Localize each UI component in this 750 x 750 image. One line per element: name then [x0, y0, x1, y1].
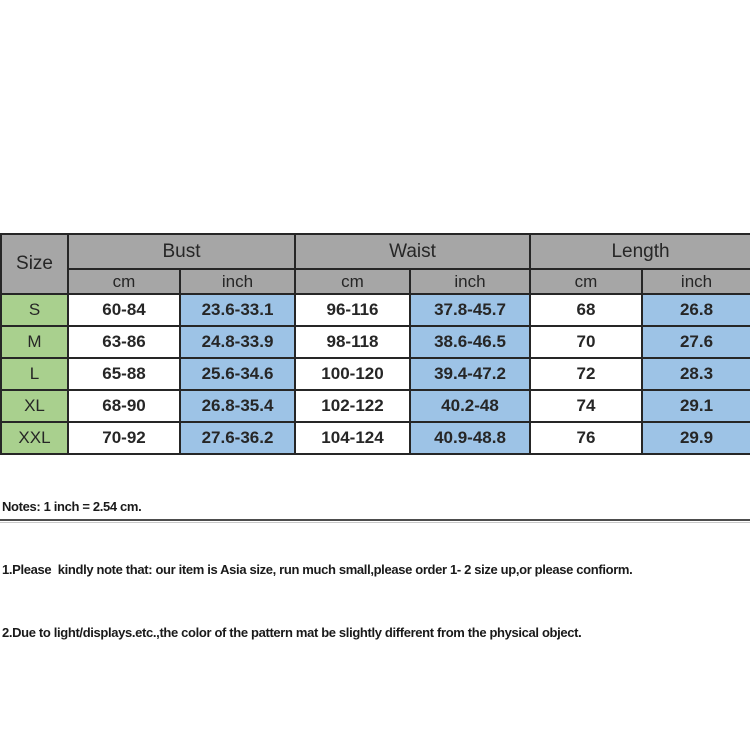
length-inch-cell: 27.6	[641, 325, 750, 359]
bust-cm-cell: 70-92	[67, 421, 181, 455]
note-header: Notes: 1 inch = 2.54 cm.	[2, 499, 142, 514]
length-cm-cell: 70	[529, 325, 644, 359]
header-bust: Bust	[67, 233, 296, 270]
bust-inch-cell: 25.6-34.6	[179, 357, 296, 391]
bust-cm-cell: 63-86	[67, 325, 181, 359]
bust-cm-cell: 68-90	[67, 389, 181, 423]
header-length-inch: inch	[641, 268, 750, 295]
header-length: Length	[529, 233, 750, 270]
waist-inch-cell: 37.8-45.7	[408, 293, 532, 327]
header-row-units: cm inch cm inch cm inch	[1, 268, 750, 295]
bust-inch-cell: 24.8-33.9	[179, 325, 296, 359]
table-row: XL 68-90 26.8-35.4 102-122 40.2-48 74 29…	[0, 389, 750, 423]
bottom-divider-shadow	[0, 522, 750, 523]
header-size: Size	[0, 233, 69, 295]
size-cell: S	[0, 293, 69, 327]
note-line-2: 2.Due to light/displays.etc.,the color o…	[2, 625, 582, 640]
size-cell: XXL	[0, 421, 69, 455]
waist-inch-cell: 39.4-47.2	[408, 357, 532, 391]
header-waist-cm: cm	[294, 268, 411, 295]
length-cm-cell: 74	[529, 389, 644, 423]
header-waist-inch: inch	[408, 268, 532, 295]
waist-cm-cell: 98-118	[294, 325, 411, 359]
waist-inch-cell: 40.9-48.8	[408, 421, 532, 455]
header-row-groups: Size Bust Waist Length	[0, 233, 750, 295]
length-inch-cell: 26.8	[641, 293, 750, 327]
length-cm-cell: 76	[529, 421, 644, 455]
bust-inch-cell: 23.6-33.1	[179, 293, 296, 327]
waist-cm-cell: 102-122	[294, 389, 411, 423]
waist-cm-cell: 104-124	[294, 421, 411, 455]
bust-inch-cell: 26.8-35.4	[179, 389, 296, 423]
size-cell: XL	[0, 389, 69, 423]
bust-cm-cell: 60-84	[67, 293, 181, 327]
length-cm-cell: 72	[529, 357, 644, 391]
length-inch-cell: 29.1	[641, 389, 750, 423]
notes-section: Notes: 1 inch = 2.54 cm. 1.Please kindly…	[2, 454, 750, 685]
size-cell: M	[0, 325, 69, 359]
waist-inch-cell: 40.2-48	[408, 389, 532, 423]
bust-cm-cell: 65-88	[67, 357, 181, 391]
header-bust-inch: inch	[179, 268, 296, 295]
table-row: M 63-86 24.8-33.9 98-118 38.6-46.5 70 27…	[0, 325, 750, 359]
table-row: XXL 70-92 27.6-36.2 104-124 40.9-48.8 76…	[0, 421, 750, 455]
size-cell: L	[0, 357, 69, 391]
table-row: S 60-84 23.6-33.1 96-116 37.8-45.7 68 26…	[0, 293, 750, 327]
header-waist: Waist	[293, 233, 532, 270]
length-cm-cell: 68	[529, 293, 644, 327]
header-length-cm: cm	[529, 268, 644, 295]
waist-cm-cell: 100-120	[294, 357, 411, 391]
bottom-divider-line	[0, 519, 750, 521]
size-chart-table: Size Bust Waist Length cm inch cm inch c…	[0, 233, 750, 455]
bust-inch-cell: 27.6-36.2	[179, 421, 296, 455]
length-inch-cell: 29.9	[641, 421, 750, 455]
note-line-1: 1.Please kindly note that: our item is A…	[2, 562, 633, 577]
waist-inch-cell: 38.6-46.5	[408, 325, 532, 359]
table-row: L 65-88 25.6-34.6 100-120 39.4-47.2 72 2…	[0, 357, 750, 391]
length-inch-cell: 28.3	[641, 357, 750, 391]
header-bust-cm: cm	[67, 268, 181, 295]
waist-cm-cell: 96-116	[294, 293, 411, 327]
